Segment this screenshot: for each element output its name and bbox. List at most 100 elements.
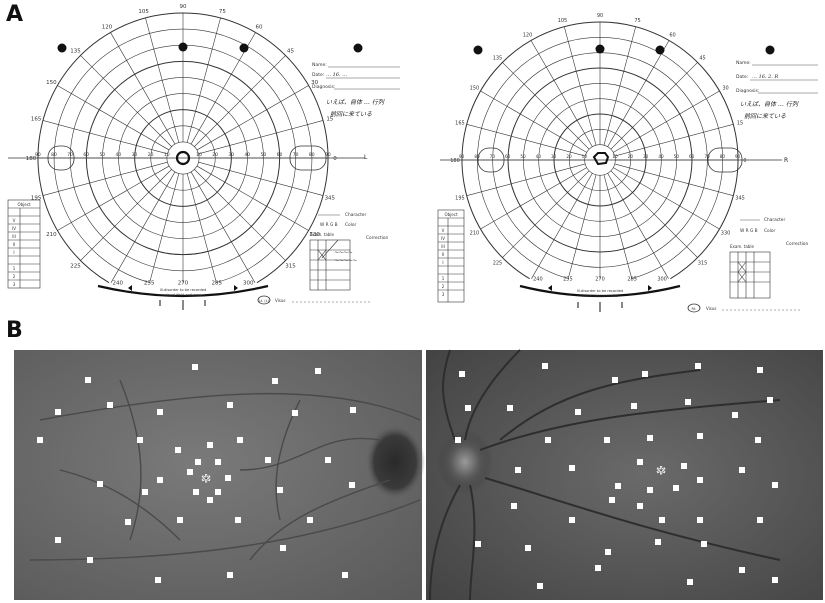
scale-tick-label: 20 <box>566 154 572 159</box>
stimulus-point <box>537 583 543 589</box>
meridian-label: 0 <box>743 158 746 164</box>
stimulus-points <box>37 364 356 583</box>
stimulus-point <box>177 517 183 523</box>
meridian-label: 135 <box>70 49 81 55</box>
meridian-line <box>610 62 698 150</box>
visus-badge <box>257 295 271 305</box>
stimulus-point <box>235 517 241 523</box>
stimulus-point <box>604 437 610 443</box>
meridian-label: 180 <box>450 158 460 164</box>
panel-label-a: A <box>6 2 24 27</box>
fundus-background <box>426 350 823 600</box>
chart-base-arc <box>97 284 269 298</box>
meridian-line <box>196 85 309 151</box>
meridian-line <box>613 90 720 153</box>
stimulus-point <box>615 483 621 489</box>
scale-tick-label: 90 <box>35 152 41 158</box>
scale-tick-label: 10 <box>196 152 202 158</box>
central-isopter <box>592 152 610 166</box>
meridian-label: 30 <box>722 86 728 92</box>
scale-tick-label: 20 <box>628 154 634 159</box>
meridian-label: 150 <box>470 86 480 92</box>
stimulus-point <box>459 371 465 377</box>
form-label-correction: Correction <box>366 235 389 241</box>
meridian-line <box>480 167 587 230</box>
meridian-label: 210 <box>470 231 480 237</box>
stimulus-point <box>227 572 233 578</box>
object-table-title: Object <box>444 212 457 217</box>
stimulus-point <box>215 489 221 495</box>
registration-dot <box>239 43 249 53</box>
meridian-lines <box>462 22 738 279</box>
meridian-label: 345 <box>325 195 336 201</box>
scale-tick-label: 40 <box>244 152 250 158</box>
object-table-footer: 2 <box>442 284 445 289</box>
fixation-marker: * <box>202 471 211 490</box>
meridian-label: 165 <box>31 117 42 123</box>
stimulus-point <box>655 539 661 545</box>
visus-badge-label: Lt. (L) <box>259 299 270 303</box>
scale-tick-label: 40 <box>658 154 664 159</box>
meridian-line <box>607 40 670 147</box>
stimulus-point <box>647 435 653 441</box>
stimulus-point <box>87 557 93 563</box>
scale-tick-label: 20 <box>212 152 218 158</box>
meridian-label: 285 <box>627 277 637 283</box>
stimulus-point <box>157 477 163 483</box>
meridian-label: 60 <box>256 24 263 30</box>
object-table-row: V <box>13 218 16 223</box>
scale-tick-label: 50 <box>674 154 680 159</box>
object-table-footer: 3 <box>442 292 445 297</box>
stimulus-point <box>772 482 778 488</box>
meridian-label: 255 <box>563 277 573 283</box>
visus-label: Visus <box>275 298 285 303</box>
scale-tick-label: 80 <box>720 154 726 159</box>
object-table-row: IV <box>441 236 445 241</box>
scale-tick-label: 80 <box>474 154 480 159</box>
stimulus-point <box>37 437 43 443</box>
scale-tick-label: 50 <box>99 152 105 158</box>
registration-dot <box>595 44 605 54</box>
blind-spot-marker <box>289 145 327 171</box>
meridian-label: 330 <box>721 231 731 237</box>
stimulus-point <box>265 457 271 463</box>
object-table-row: I <box>13 250 14 255</box>
color-swatches-row: W R G B <box>740 228 758 234</box>
stimulus-point <box>307 517 313 523</box>
fundus-image-left: * <box>14 350 425 600</box>
scale-tick-label: 70 <box>704 154 710 159</box>
meridian-label: 150 <box>46 80 57 86</box>
stimulus-point <box>739 567 745 573</box>
meridian-label: 120 <box>102 24 113 30</box>
stimulus-point <box>349 482 355 488</box>
stimulus-point <box>55 537 61 543</box>
form-label-diagnosis: Diagnosis: <box>312 84 335 90</box>
meridian-label: 255 <box>144 281 155 287</box>
meridian-label: 75 <box>634 18 640 24</box>
stimulus-point <box>697 477 703 483</box>
scale-tick-label: 60 <box>83 152 89 158</box>
stimulus-point <box>455 437 461 443</box>
stimulus-point <box>175 447 181 453</box>
registration-dot <box>765 45 775 55</box>
scale-tick-label: 80 <box>309 152 315 158</box>
meridian-label: 300 <box>243 281 254 287</box>
meridian-label: 315 <box>698 261 708 267</box>
meridian-line <box>502 62 590 150</box>
stimulus-point <box>697 517 703 523</box>
meridian-line <box>198 161 324 196</box>
form-label-correction: Correction <box>786 241 809 247</box>
stimulus-point <box>545 437 551 443</box>
meridian-line <box>466 163 586 197</box>
blind-spot-marker <box>477 147 505 173</box>
meridian-line <box>149 173 180 283</box>
meridian-line <box>603 26 637 146</box>
meridian-label: 30 <box>311 80 318 86</box>
stimulus-point <box>647 487 653 493</box>
handwritten-note-table: 〜〜〜〜 <box>334 251 352 256</box>
meridian-label: 75 <box>219 9 226 15</box>
meridian-line <box>57 85 170 151</box>
